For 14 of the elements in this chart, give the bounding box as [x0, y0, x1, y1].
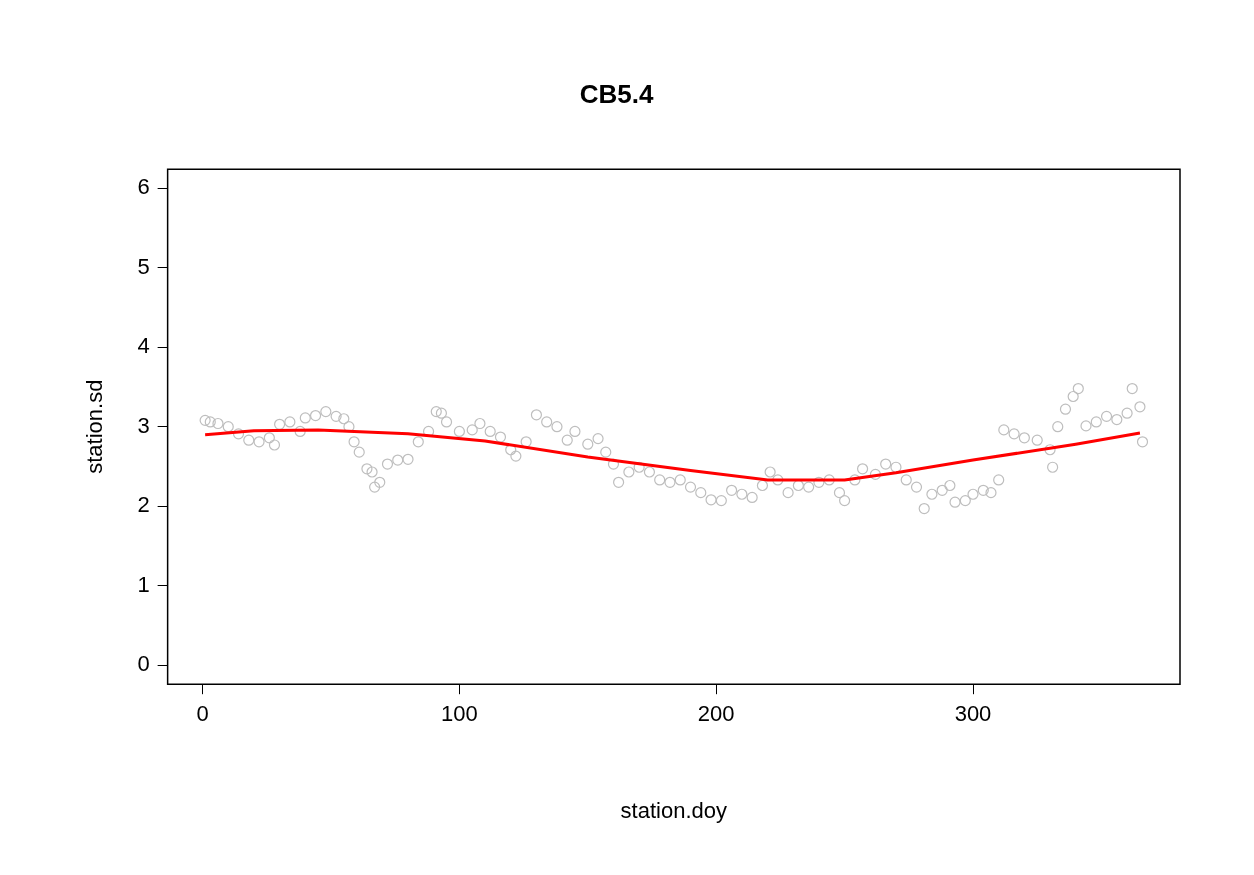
y-tick-label: 1	[137, 571, 150, 597]
x-axis-title: station.doy	[620, 797, 728, 823]
x-tick-label: 200	[697, 701, 735, 727]
y-tick-label: 3	[137, 412, 150, 438]
y-tick-label: 5	[137, 253, 150, 279]
x-tick-label: 100	[441, 701, 478, 727]
y-axis-title: station.sd	[82, 379, 108, 474]
chart-title: CB5.4	[579, 78, 654, 109]
y-tick-label: 0	[137, 651, 150, 677]
y-tick-label: 6	[137, 174, 150, 200]
y-tick-label: 2	[137, 492, 150, 518]
y-tick-label: 4	[137, 333, 150, 359]
x-tick-label: 0	[196, 701, 209, 727]
x-tick-label: 300	[954, 701, 992, 727]
